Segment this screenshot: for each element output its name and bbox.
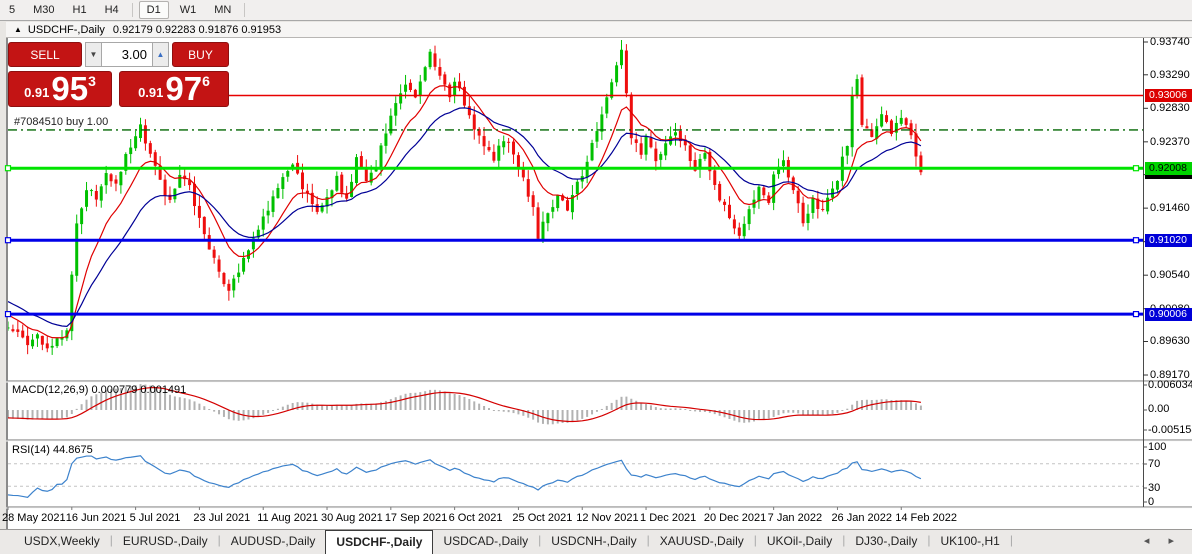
chart-tab-usdx[interactable]: USDX,Weekly [24, 534, 100, 548]
chart-tab-xauusd-[interactable]: XAUUSD-,Daily [659, 534, 744, 548]
tab-scroll-right-icon[interactable]: ▸ [1168, 535, 1182, 547]
chart-ohlc-values: 0.92179 0.92283 0.91876 0.91953 [112, 23, 282, 36]
collapse-arrow-icon[interactable]: ▲ [14, 25, 22, 34]
rsi-axis-label: 30 [1148, 482, 1161, 494]
date-axis-label: 17 Sep 2021 [384, 512, 448, 524]
chart-tab-usdcnh-[interactable]: USDCNH-,Daily [551, 534, 637, 548]
tab-separator: | [217, 533, 221, 547]
macd-axis-label: 0.006034 [1148, 379, 1192, 391]
date-axis-label: 30 Aug 2021 [321, 512, 383, 524]
rsi-axis-label: 100 [1148, 441, 1167, 453]
price-tick-label: 0.93290 [1150, 68, 1190, 81]
tab-scroll-left-icon[interactable]: ◂ [1143, 535, 1158, 547]
chart-title-bar: ▲ USDCHF-,Daily 0.92179 0.92283 0.91876 … [6, 22, 1192, 38]
price-tick-label: 0.93740 [1150, 36, 1190, 48]
tab-separator: | [538, 533, 542, 547]
buy-price-big: 97 [165, 70, 203, 107]
tab-separator: | [109, 533, 113, 547]
sell-price-sup: 3 [88, 73, 96, 89]
tab-separator: | [842, 533, 846, 547]
date-axis-label: 20 Dec 2021 [703, 512, 767, 524]
timeframe-button-h4[interactable]: H4 [104, 4, 119, 16]
macd-axis-label: 0.00 [1148, 403, 1170, 415]
chart-tab-eurusd-[interactable]: EURUSD-,Daily [122, 534, 208, 548]
date-axis-label: 7 Jan 2022 [767, 512, 823, 524]
timeframe-button-d1[interactable]: D1 [138, 1, 169, 19]
date-axis-label: 6 Oct 2021 [448, 512, 503, 524]
timeframe-button-m30[interactable]: M30 [33, 4, 55, 16]
sell-price-big: 95 [51, 70, 89, 107]
chart-tab-dj30-[interactable]: DJ30-,Daily [855, 534, 918, 548]
toolbar-separator [131, 3, 133, 17]
volume-input[interactable]: 3.00 [102, 42, 152, 67]
rsi-axis-label: 0 [1148, 496, 1155, 508]
price-tick-label: 0.89170 [1150, 369, 1190, 382]
chart-tab-bar: USDX,Weekly | EURUSD-,Daily | AUDUSD-,Daily U… [0, 529, 1192, 554]
buy-button[interactable]: BUY [172, 42, 229, 67]
tab-scroll-arrows: ◂ ▸ [1144, 534, 1182, 547]
chart-tab-usdcad-[interactable]: USDCAD-,Daily [443, 534, 529, 548]
chart-tab-uk100-[interactable]: UK100-,H1 [940, 534, 1000, 548]
price-tick-label: 0.92370 [1150, 135, 1190, 148]
rsi-indicator-label: RSI(14) 44.8675 [12, 444, 93, 456]
chart-symbol-title: USDCHF-,Daily [27, 23, 105, 36]
price-tick-label: 0.89630 [1150, 335, 1190, 348]
date-axis-label: 28 May 2021 [2, 512, 66, 524]
date-axis-label: 26 Jan 2022 [831, 512, 892, 524]
timeframe-button-h1[interactable]: H1 [72, 4, 87, 16]
price-badge: 0.93006 [1145, 88, 1192, 102]
date-axis-label: 12 Nov 2021 [576, 512, 639, 524]
date-axis-label: 1 Dec 2021 [640, 512, 697, 524]
volume-increase-button[interactable]: ▲ [152, 42, 169, 67]
chart-tab-audusd-[interactable]: AUDUSD-,Daily [230, 534, 316, 548]
price-badge: 0.92008 [1145, 161, 1192, 175]
chart-tab-usdchf-[interactable]: USDCHF-,Daily [325, 530, 434, 554]
price-tick-label: 0.91460 [1150, 202, 1190, 215]
timeframe-button-5[interactable]: 5 [9, 4, 16, 16]
buy-price-sup: 6 [202, 73, 210, 89]
sell-price-tile[interactable]: 0.91 95 3 [8, 71, 112, 107]
date-axis-label: 14 Feb 2022 [895, 512, 958, 524]
chart-tab-ukoil-[interactable]: UKOil-,Daily [766, 534, 833, 548]
tab-separator: | [753, 533, 757, 547]
rsi-axis-label: 70 [1148, 458, 1161, 470]
buy-price-prefix: 0.91 [138, 85, 164, 100]
volume-decrease-button[interactable]: ▼ [85, 42, 102, 67]
date-axis-label: 23 Jul 2021 [193, 512, 251, 524]
macd-indicator-label: MACD(12,26,9) 0.000779 0.001491 [12, 384, 187, 396]
date-axis-label: 5 Jul 2021 [129, 512, 181, 524]
sell-button[interactable]: SELL [8, 42, 82, 67]
date-axis-label: 16 Jun 2021 [65, 512, 127, 524]
one-click-trade-panel: SELL ▼ 3.00 ▲ BUY 0.91 95 3 0.91 97 6 [8, 42, 229, 108]
price-badge: 0.91020 [1145, 233, 1192, 247]
date-axis-label: 25 Oct 2021 [512, 512, 573, 524]
date-axis-label: 11 Aug 2021 [257, 512, 319, 524]
sell-price-prefix: 0.91 [24, 85, 50, 100]
timeframe-toolbar: 5 M30 H1 H4 D1 W1 MN [0, 0, 1192, 21]
tab-separator: | [927, 533, 931, 547]
timeframe-button-w1[interactable]: W1 [179, 4, 197, 16]
macd-axis-label: -0.005158 [1148, 424, 1192, 436]
price-tick-label: 0.92830 [1150, 102, 1190, 115]
tab-separator: | [646, 533, 650, 547]
buy-price-tile[interactable]: 0.91 97 6 [119, 71, 229, 107]
price-tick-label: 0.90540 [1150, 269, 1190, 282]
tab-separator: | [1009, 533, 1013, 547]
price-badge: 0.90006 [1145, 307, 1192, 321]
toolbar-separator [244, 3, 246, 17]
timeframe-button-mn[interactable]: MN [214, 4, 232, 16]
open-position-label: #7084510 buy 1.00 [14, 116, 109, 128]
